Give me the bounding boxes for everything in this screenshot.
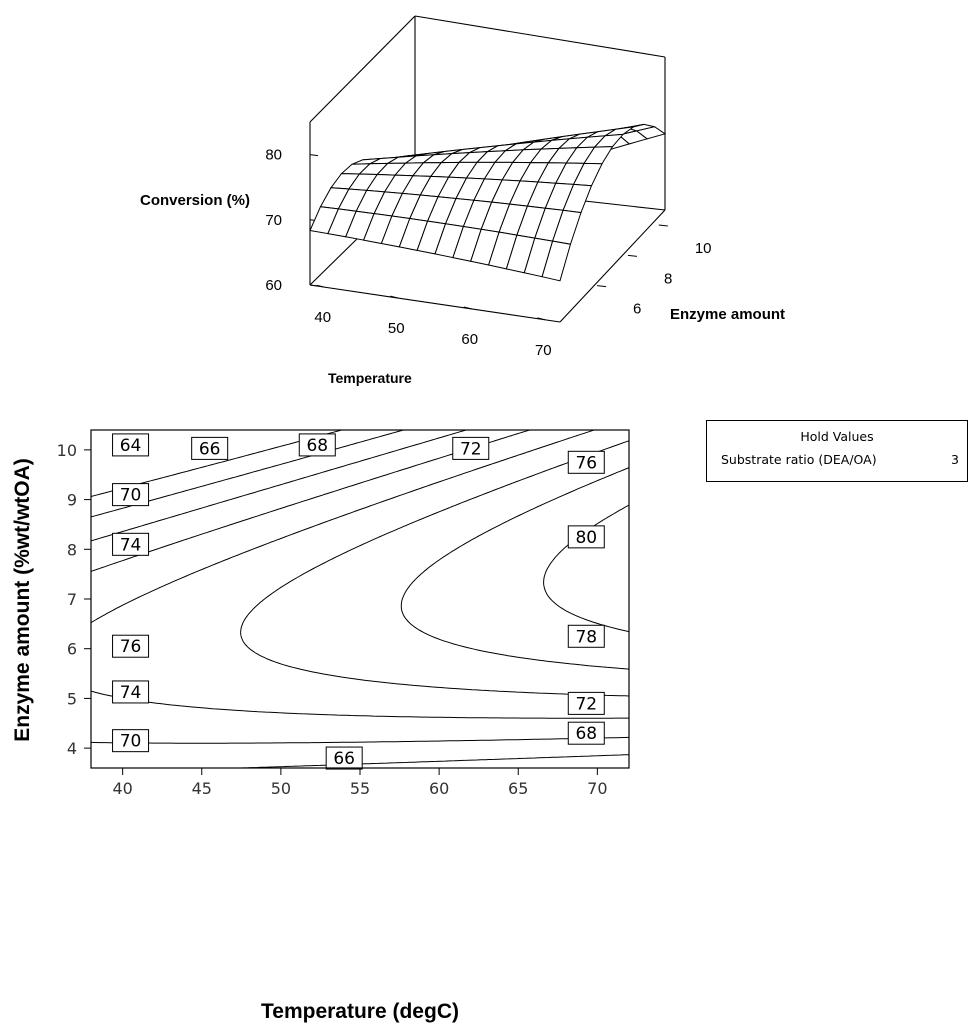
surface-y-tick: [627, 254, 637, 257]
contour-label-box: [112, 729, 150, 753]
surface-z-tick: [309, 284, 319, 287]
contour-line-74: [240, 440, 629, 697]
contour-label: 66: [333, 749, 355, 769]
contour-plot-frame: [90, 429, 630, 769]
contour-y-label: Enzyme amount (%wt/wtOA): [11, 458, 34, 742]
surface-x-tick: [390, 295, 399, 299]
surface-plot: 60 70 80 40 50 60 70 6 8 10 Conversion (%) Temper…: [140, 15, 785, 386]
contour-label: 68: [306, 436, 328, 456]
surface-z-tick: [309, 154, 319, 157]
surface-mesh: [309, 123, 667, 282]
surface-z-label: Conversion (%): [140, 192, 250, 209]
contour-label-box: [325, 746, 363, 770]
contour-x-label: Temperature (degC): [261, 1000, 459, 1023]
contour-line-76: [400, 467, 629, 670]
contour-label-box: [112, 634, 150, 658]
contour-label-box: [567, 624, 605, 648]
contour-x-tick-label: 40: [112, 779, 132, 798]
contour-label: 72: [460, 439, 482, 459]
contour-label-box: [567, 691, 605, 715]
hold-factor-name: Substrate ratio (DEA/OA): [721, 452, 877, 467]
surface-y-tick-label: 6: [633, 301, 641, 318]
contour-y-tick-label: 4: [67, 739, 77, 758]
surface-x-tick: [463, 306, 472, 310]
contour-label: 68: [575, 724, 597, 744]
contour-y-tick-label: 8: [67, 540, 77, 559]
contour-label: 76: [120, 637, 142, 657]
contour-label-box: [112, 433, 150, 457]
surface-y-tick: [658, 224, 668, 227]
contour-label: 70: [120, 732, 142, 752]
surface-y-tick: [597, 285, 607, 288]
contour-label: 72: [575, 694, 597, 714]
surface-x-label: Temperature: [328, 370, 412, 386]
surface-x-tick: [537, 317, 546, 321]
hold-values-row: Substrate ratio (DEA/OA) 3: [721, 452, 959, 467]
contour-labels: 64 66 68 72 76 70 74 80 78 76 74 72 70 68 66: [112, 433, 605, 770]
contour-line-72: [91, 430, 629, 719]
contour-label-box: [567, 450, 605, 474]
surface-y-tick-label: 8: [664, 270, 672, 287]
contour-label-box: [567, 525, 605, 549]
contour-label: 74: [120, 683, 142, 703]
contour-y-tick-label: 7: [67, 590, 77, 609]
contour-label: 80: [575, 528, 597, 548]
contour-line-64: [91, 430, 342, 497]
contour-line-68: [91, 430, 629, 768]
contour-label: 78: [575, 627, 597, 647]
surface-y-tick-label: 10: [695, 240, 712, 257]
contour-label-box: [112, 483, 150, 507]
contour-label-box: [452, 436, 490, 460]
contour-x-tick-label: 55: [350, 779, 370, 798]
contour-x-tick-label: 60: [429, 779, 449, 798]
contour-x-tick-label: 70: [587, 779, 607, 798]
contour-y-tick-label: 6: [67, 640, 77, 659]
contour-x-tick-label: 65: [508, 779, 528, 798]
surface-x-tick-label: 60: [461, 331, 478, 348]
contour-label: 76: [575, 453, 597, 473]
contour-label: 66: [199, 439, 221, 459]
surface-x-tick: [316, 284, 325, 288]
surface-patch: [541, 240, 572, 282]
contour-label: 64: [120, 436, 142, 456]
contour-lines: [91, 430, 629, 768]
contour-x-tick-label: 50: [271, 779, 291, 798]
surface-x-tick-label: 70: [535, 342, 552, 359]
surface-tick-labels: 60 70 80 40 50 60 70 6 8 10: [265, 147, 711, 359]
contour-label-box: [112, 680, 150, 704]
contour-x-tick-label: 45: [192, 779, 212, 798]
contour-y-tick-label: 9: [67, 491, 77, 510]
contour-label-box: [567, 721, 605, 745]
contour-line-66: [91, 430, 404, 518]
surface-z-tick-label: 70: [265, 212, 282, 229]
contour-label: 70: [120, 486, 142, 506]
contour-line-70: [91, 430, 629, 744]
surface-z-tick-label: 60: [265, 277, 282, 294]
contour-y-tick-label: 5: [67, 689, 77, 708]
contour-label-box: [191, 436, 229, 460]
contour-label-box: [112, 532, 150, 556]
surface-ticks: [309, 154, 668, 321]
surface-y-label: Enzyme amount: [670, 306, 785, 323]
surface-z-tick-label: 80: [265, 147, 282, 164]
contour-label: 74: [120, 535, 142, 555]
surface-x-tick-label: 50: [388, 320, 405, 337]
contour-y-tick-label: 10: [57, 441, 77, 460]
hold-values-box: Hold Values Substrate ratio (DEA/OA) 3: [706, 420, 968, 482]
contour-line-78: [543, 504, 629, 633]
hold-factor-value: 3: [951, 452, 959, 467]
surface-x-tick-label: 40: [314, 309, 331, 326]
contour-label-box: [298, 433, 336, 457]
hold-values-title: Hold Values: [800, 429, 874, 444]
